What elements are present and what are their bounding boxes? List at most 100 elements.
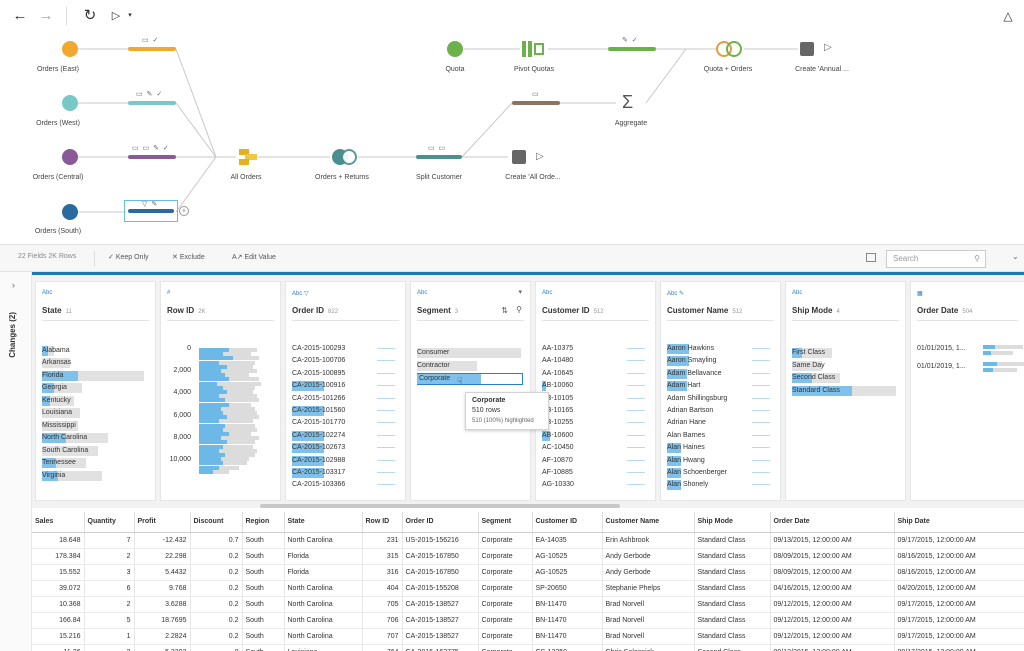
value-item[interactable]: Alan Schoenberger [667, 469, 727, 476]
table-row[interactable]: 15.216 1 2.2824 0.2 South North Carolina 707 CA… [32, 628, 1024, 645]
table-cell[interactable]: 04/20/2015, 12:00:00 AM [894, 580, 1024, 597]
value-item[interactable]: CA-2015-102274 [292, 431, 346, 439]
value-item[interactable]: AB-10255 [542, 419, 574, 427]
play-icon[interactable]: ▷ [824, 42, 832, 53]
table-cell[interactable]: 0.2 [190, 548, 243, 565]
table-cell[interactable]: Second Class [694, 644, 771, 651]
table-row[interactable]: 39.072 6 9.768 0.2 South North Carolina 404 CA-… [32, 580, 1024, 597]
column-header[interactable]: Region [242, 512, 285, 533]
table-cell[interactable]: Florida [284, 548, 363, 565]
value-item[interactable]: CA-2015-102988 [292, 456, 346, 464]
value-item[interactable]: Alan Hwang [667, 456, 705, 464]
histogram-bar[interactable] [199, 398, 259, 403]
value-item[interactable]: AG-10330 [542, 481, 574, 489]
value-item[interactable]: Virginia [42, 472, 66, 479]
table-cell[interactable]: Louisiana [284, 644, 363, 651]
value-item[interactable]: Mississippi [42, 422, 76, 429]
join-icon[interactable] [716, 41, 744, 57]
table-cell[interactable]: 2.2824 [134, 628, 191, 645]
table-cell[interactable]: North Carolina [284, 628, 363, 645]
play-icon[interactable]: ▷ [111, 10, 121, 22]
table-cell[interactable]: BN-11470 [532, 628, 603, 645]
value-item[interactable]: AF-10870 [542, 456, 573, 464]
histogram-bar[interactable] [199, 457, 249, 462]
table-cell[interactable]: Standard Class [694, 596, 771, 613]
table-cell[interactable]: Corporate [478, 628, 533, 645]
table-cell[interactable]: North Carolina [284, 612, 363, 629]
column-header[interactable]: Segment [478, 512, 533, 533]
exclude-button[interactable]: ✕ Exclude [172, 253, 205, 261]
histogram-bar[interactable] [199, 381, 261, 386]
table-cell[interactable]: 09/17/2015, 12:00:00 AM [894, 612, 1024, 629]
table-cell[interactable]: 316 [362, 564, 403, 581]
table-cell[interactable]: 705 [362, 596, 403, 613]
value-item[interactable]: Tennessee [42, 459, 76, 466]
value-item[interactable]: Georgia [42, 384, 67, 391]
table-cell[interactable]: 18.648 [32, 532, 85, 549]
table-cell[interactable]: South [242, 644, 285, 651]
value-item[interactable]: Alan Haines [667, 444, 705, 452]
node-label-aggregate[interactable]: Aggregate [614, 120, 648, 127]
table-cell[interactable]: Corporate [478, 564, 533, 581]
value-item[interactable]: CA-2015-103366 [292, 481, 346, 489]
table-cell[interactable]: CA-2015-162775 [402, 644, 479, 651]
table-cell[interactable]: Brad Norvell [602, 596, 695, 613]
histogram-bar[interactable] [199, 461, 247, 466]
table-cell[interactable]: 22.298 [134, 548, 191, 565]
value-item[interactable]: AC-10450 [542, 444, 574, 452]
table-cell[interactable]: 2 [84, 596, 135, 613]
table-cell[interactable]: 0.2 [190, 580, 243, 597]
database-icon[interactable] [447, 41, 463, 57]
sort-icon[interactable]: ⇅ [501, 306, 508, 315]
node-label-orders-west[interactable]: Orders (West) [36, 120, 80, 127]
value-item[interactable]: AA-10375 [542, 345, 574, 352]
sigma-icon[interactable]: Σ [622, 92, 634, 112]
table-cell[interactable]: North Carolina [284, 580, 363, 597]
table-cell[interactable]: 9.768 [134, 580, 191, 597]
table-cell[interactable]: 04/16/2015, 12:00:00 AM [770, 580, 895, 597]
selected-step-frame[interactable] [124, 200, 178, 222]
table-cell[interactable]: Stephanie Phelps [602, 580, 695, 597]
value-item[interactable]: Adam Bellavance [667, 369, 722, 377]
table-cell[interactable]: CA-2015-138527 [402, 628, 479, 645]
table-cell[interactable]: 2 [84, 644, 135, 651]
histogram-bar[interactable] [199, 419, 253, 424]
union-icon[interactable] [237, 149, 259, 165]
histogram-bar[interactable] [199, 453, 255, 457]
column-header[interactable]: Profit [134, 512, 191, 533]
table-cell[interactable]: Standard Class [694, 548, 771, 565]
table-cell[interactable]: 764 [362, 644, 403, 651]
table-cell[interactable]: BN-11470 [532, 612, 603, 629]
chevron-down-icon[interactable]: ▾ [518, 289, 522, 296]
table-cell[interactable]: Corporate [478, 548, 533, 565]
node-label-pivot-quotas[interactable]: Pivot Quotas [513, 66, 555, 73]
value-item[interactable]: CA-2015-100895 [292, 369, 346, 377]
clean-step-orders-central[interactable] [128, 155, 176, 159]
table-cell[interactable]: Standard Class [694, 580, 771, 597]
node-label-create-all-orders[interactable]: Create 'All Orde... [505, 174, 561, 181]
profile-card-ship-mode[interactable]: Abc Ship Mode 4 First Class Same Day Seco… [785, 281, 906, 501]
table-cell[interactable]: Standard Class [694, 564, 771, 581]
table-cell[interactable]: South [242, 596, 285, 613]
value-item[interactable]: AA-10645 [542, 369, 574, 377]
table-cell[interactable]: 15.216 [32, 628, 85, 645]
node-label-create-annual[interactable]: Create 'Annual ... [795, 66, 849, 73]
table-cell[interactable]: 1 [84, 628, 135, 645]
database-icon[interactable] [62, 149, 78, 165]
histogram-bar[interactable] [199, 444, 253, 449]
table-cell[interactable]: CA-2015-167850 [402, 548, 479, 565]
table-cell[interactable]: Brad Norvell [602, 628, 695, 645]
table-cell[interactable]: EA-14035 [532, 532, 603, 549]
changes-sidebar[interactable]: › Changes (2) [0, 272, 32, 651]
value-item[interactable]: Aaron Hawkins [667, 345, 715, 352]
table-cell[interactable]: 09/17/2015, 12:00:00 AM [894, 644, 1024, 651]
table-cell[interactable]: Standard Class [694, 628, 771, 645]
value-item[interactable]: Florida [42, 372, 64, 379]
value-item[interactable]: Adam Shillingsburg [667, 394, 728, 402]
table-cell[interactable]: Corporate [478, 596, 533, 613]
profile-card-order-date[interactable]: ▦ Order Date 504 01/01/2015, 1... 01/01/2… [910, 281, 1024, 501]
flow-canvas[interactable]: Orders (East) ▭ ✓ Orders (West) ▭ ✎ ✓ Or… [0, 32, 1024, 244]
database-icon[interactable] [62, 95, 78, 111]
clean-step-split-customer[interactable] [416, 155, 462, 159]
value-item[interactable]: Louisiana [42, 409, 72, 416]
